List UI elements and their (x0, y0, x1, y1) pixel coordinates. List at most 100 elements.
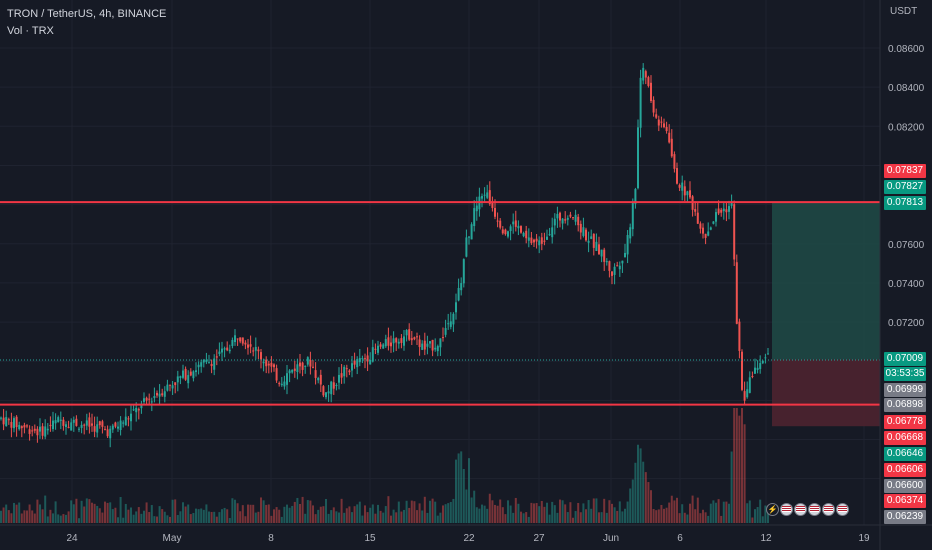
us-flag-icon[interactable] (780, 503, 793, 516)
volume-bar (127, 509, 130, 523)
candle-body (114, 422, 117, 427)
candle-body (88, 417, 91, 427)
volume-bar (93, 503, 96, 523)
candle-body (566, 217, 569, 220)
candle-body (527, 237, 530, 241)
volume-bar (668, 502, 671, 523)
volume-bar (101, 512, 104, 523)
volume-bar (434, 501, 437, 523)
volume-bar (717, 499, 720, 523)
candle-body (252, 350, 255, 352)
volume-bar (364, 505, 366, 523)
us-flag-icon[interactable] (808, 503, 821, 516)
candle-body (205, 359, 208, 363)
volume-bar (733, 408, 736, 523)
us-flag-icon[interactable] (794, 503, 807, 516)
candle-body (369, 359, 372, 365)
price-tag: 0.07827 (884, 180, 926, 194)
candle-body (361, 358, 364, 360)
us-flag-icon[interactable] (822, 503, 835, 516)
volume-bar (754, 509, 756, 523)
volume-bar (595, 498, 598, 523)
volume-bar (366, 512, 369, 523)
volume-bar (408, 507, 411, 523)
candle-body (247, 344, 249, 348)
currency-label[interactable]: USDT (890, 6, 918, 17)
candle-body (75, 418, 78, 426)
volume-bar (262, 500, 265, 523)
volume-bar (483, 505, 486, 523)
candle-body (517, 225, 520, 229)
candle-body (657, 119, 660, 126)
volume-bar (10, 513, 13, 523)
lightning-icon[interactable]: ⚡ (766, 503, 779, 516)
volume-legend[interactable]: Vol · TRX (7, 25, 54, 37)
candle-body (637, 127, 639, 189)
volume-bar (65, 514, 67, 523)
volume-bar (158, 506, 161, 523)
volume-bar (52, 513, 54, 523)
volume-bar (15, 504, 18, 523)
candle-body (457, 287, 460, 301)
volume-bar (148, 512, 151, 523)
volume-bar (647, 482, 650, 523)
volume-bar (478, 508, 481, 523)
candle-body (551, 227, 554, 238)
candle-body (426, 343, 429, 347)
date-tick-label: 19 (858, 533, 870, 544)
candle-body (187, 375, 190, 384)
candle-body (582, 227, 585, 236)
volume-bar (80, 500, 83, 523)
candle-body (93, 426, 96, 432)
volume-bar (670, 495, 673, 523)
candle-body (215, 356, 218, 358)
volume-bar (119, 496, 122, 523)
volume-bar (143, 510, 145, 523)
candle-body (569, 214, 572, 217)
candle-body (629, 227, 632, 239)
candle-body (202, 359, 205, 363)
candle-body (624, 252, 626, 258)
candle-body (702, 227, 704, 234)
candle-body (522, 232, 525, 237)
volume-bar (582, 503, 585, 523)
candle-body (717, 208, 720, 214)
candle-body (613, 266, 616, 275)
volume-bar (59, 515, 62, 523)
volume-bar (652, 509, 655, 523)
volume-bar (325, 498, 327, 523)
volume-bar (741, 408, 743, 523)
candle-body (0, 417, 2, 419)
candle-body (540, 237, 543, 244)
candle-body (7, 419, 10, 421)
volume-bar (473, 490, 476, 523)
volume-bar (683, 512, 686, 523)
candle-body (317, 378, 320, 381)
volume-bar (132, 514, 135, 523)
volume-bar (694, 509, 697, 523)
candle-body (416, 336, 418, 338)
candle-body (626, 234, 629, 255)
volume-bar (319, 506, 322, 523)
volume-bar (327, 513, 330, 523)
symbol-title[interactable]: TRON / TetherUS, 4h, BINANCE (7, 8, 167, 20)
volume-bar (384, 506, 387, 523)
candle-body (353, 360, 356, 365)
candle-body (371, 347, 374, 362)
candle-body (132, 409, 135, 411)
candle-body (384, 339, 387, 347)
volume-bar (470, 497, 473, 523)
volume-bar (507, 500, 509, 523)
volume-bar (72, 504, 75, 523)
candle-body (241, 337, 244, 344)
volume-bar (322, 506, 325, 523)
candle-body (631, 202, 634, 230)
volume-bar (618, 501, 621, 523)
candle-body (595, 241, 598, 251)
us-flag-icon[interactable] (836, 503, 849, 516)
candle-body (603, 249, 606, 262)
volume-bar (720, 515, 723, 523)
volume-bar (629, 488, 632, 523)
candle-body (533, 239, 535, 243)
